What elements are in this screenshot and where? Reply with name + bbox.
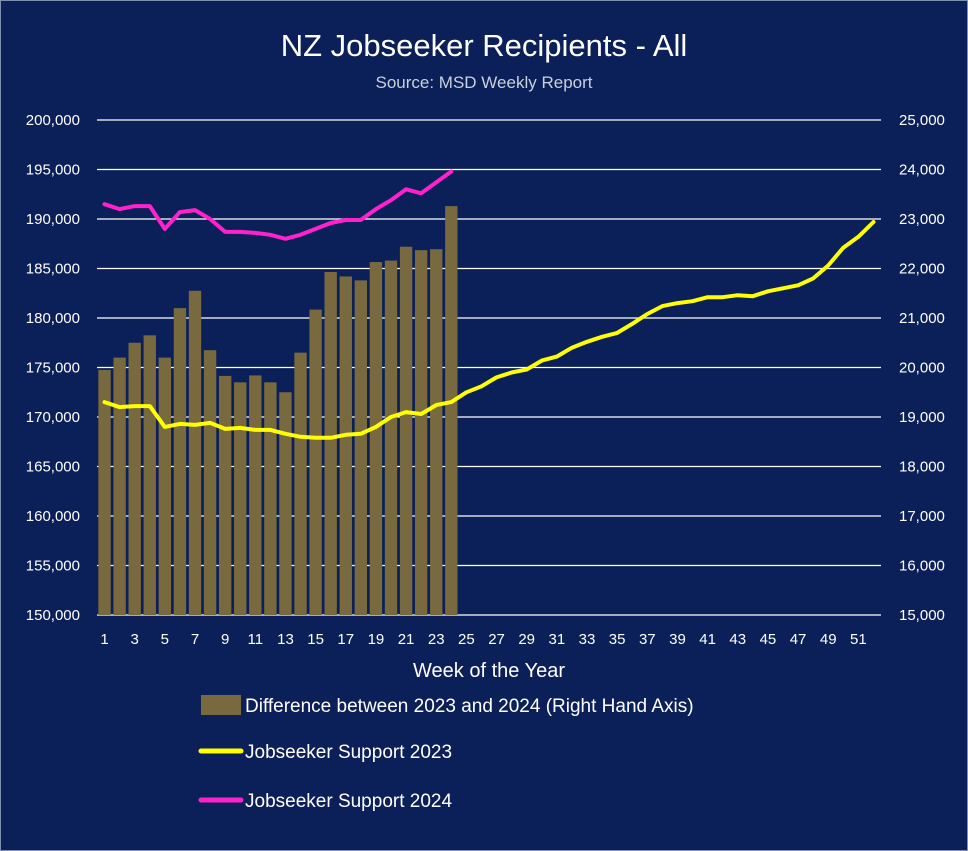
left-tick-label: 150,000 <box>26 607 80 624</box>
left-tick-label: 165,000 <box>26 459 80 476</box>
left-tick-label: 155,000 <box>26 558 80 575</box>
x-tick-label: 41 <box>699 631 716 648</box>
left-tick-label: 200,000 <box>26 112 80 129</box>
bar <box>445 206 458 615</box>
bar <box>128 342 141 615</box>
right-tick-label: 25,000 <box>899 112 945 129</box>
x-tick-label: 43 <box>729 631 746 648</box>
right-tick-label: 15,000 <box>899 607 945 624</box>
bar <box>414 250 428 615</box>
legend-2024-label: Jobseeker Support 2024 <box>245 791 452 812</box>
line-2024 <box>102 169 454 241</box>
legend-2023-label: Jobseeker Support 2023 <box>245 742 452 763</box>
legend-bar-label: Difference between 2023 and 2024 (Right … <box>245 696 694 717</box>
x-tick-label: 5 <box>161 631 169 648</box>
bar <box>113 357 126 615</box>
left-tick-label: 175,000 <box>26 360 80 377</box>
x-tick-label: 49 <box>820 631 837 648</box>
chart-subtitle: Source: MSD Weekly Report <box>376 73 593 92</box>
x-axis-ticks: 1 3 5 7 9 11 13 15 17 19 21 23 25 27 29 31 33 35 37 39 41 43 4… <box>100 631 866 648</box>
left-tick-label: 195,000 <box>26 162 80 179</box>
legend: Difference between 2023 and 2024 (Right … <box>198 695 694 812</box>
line-series <box>102 169 876 440</box>
x-tick-label: 7 <box>191 631 199 648</box>
bar <box>339 276 352 615</box>
x-tick-label: 1 <box>100 631 108 648</box>
x-tick-label: 13 <box>277 631 294 648</box>
right-tick-label: 18,000 <box>899 459 945 476</box>
bar <box>264 382 277 615</box>
right-tick-label: 22,000 <box>899 261 945 278</box>
line-2023 <box>102 220 876 440</box>
x-tick-label: 27 <box>488 631 505 648</box>
x-tick-label: 31 <box>549 631 566 648</box>
x-tick-label: 23 <box>428 631 445 648</box>
x-tick-label: 37 <box>639 631 656 648</box>
bar-series <box>98 206 458 615</box>
right-tick-label: 20,000 <box>899 360 945 377</box>
right-tick-label: 16,000 <box>899 558 945 575</box>
bar <box>369 262 383 615</box>
bar <box>309 309 322 615</box>
bar <box>173 308 187 615</box>
legend-bar-swatch <box>201 695 241 715</box>
bar <box>203 350 217 615</box>
bar <box>279 392 292 615</box>
bar <box>158 357 172 615</box>
x-tick-label: 45 <box>760 631 777 648</box>
bar <box>399 246 413 615</box>
bar <box>294 352 307 615</box>
bar <box>234 382 247 615</box>
x-tick-label: 21 <box>398 631 415 648</box>
bar <box>384 260 398 615</box>
bar <box>98 369 111 615</box>
left-tick-label: 180,000 <box>26 310 80 327</box>
left-tick-label: 160,000 <box>26 508 80 525</box>
bar <box>143 335 156 615</box>
left-tick-label: 185,000 <box>26 261 80 278</box>
left-tick-label: 190,000 <box>26 211 80 228</box>
right-tick-label: 23,000 <box>899 211 945 228</box>
bar <box>218 375 232 615</box>
x-tick-label: 33 <box>579 631 596 648</box>
bar <box>354 280 368 615</box>
x-tick-label: 25 <box>458 631 475 648</box>
x-tick-label: 19 <box>368 631 385 648</box>
left-axis-ticks: 150,000 155,000 160,000 165,000 170,000 175,0… <box>26 112 80 624</box>
x-tick-label: 39 <box>669 631 686 648</box>
left-tick-label: 170,000 <box>26 409 80 426</box>
bar <box>188 290 202 615</box>
right-tick-label: 24,000 <box>899 162 945 179</box>
x-tick-label: 15 <box>307 631 324 648</box>
x-tick-label: 29 <box>518 631 535 648</box>
right-tick-label: 17,000 <box>899 508 945 525</box>
right-tick-label: 21,000 <box>899 310 945 327</box>
x-tick-label: 9 <box>221 631 229 648</box>
x-tick-label: 35 <box>609 631 626 648</box>
x-tick-label: 17 <box>337 631 354 648</box>
right-axis-ticks: 15,000 16,000 17,000 18,000 19,000 20,000 21,0… <box>899 112 945 624</box>
x-tick-label: 3 <box>131 631 139 648</box>
right-tick-label: 19,000 <box>899 409 945 426</box>
bar <box>324 271 337 615</box>
bar <box>430 249 443 615</box>
bar <box>249 375 262 615</box>
chart-title: NZ Jobseeker Recipients - All <box>281 28 688 63</box>
x-tick-label: 11 <box>248 631 264 648</box>
x-tick-label: 47 <box>790 631 807 648</box>
x-axis-title: Week of the Year <box>413 660 565 682</box>
x-tick-label: 51 <box>850 631 867 648</box>
